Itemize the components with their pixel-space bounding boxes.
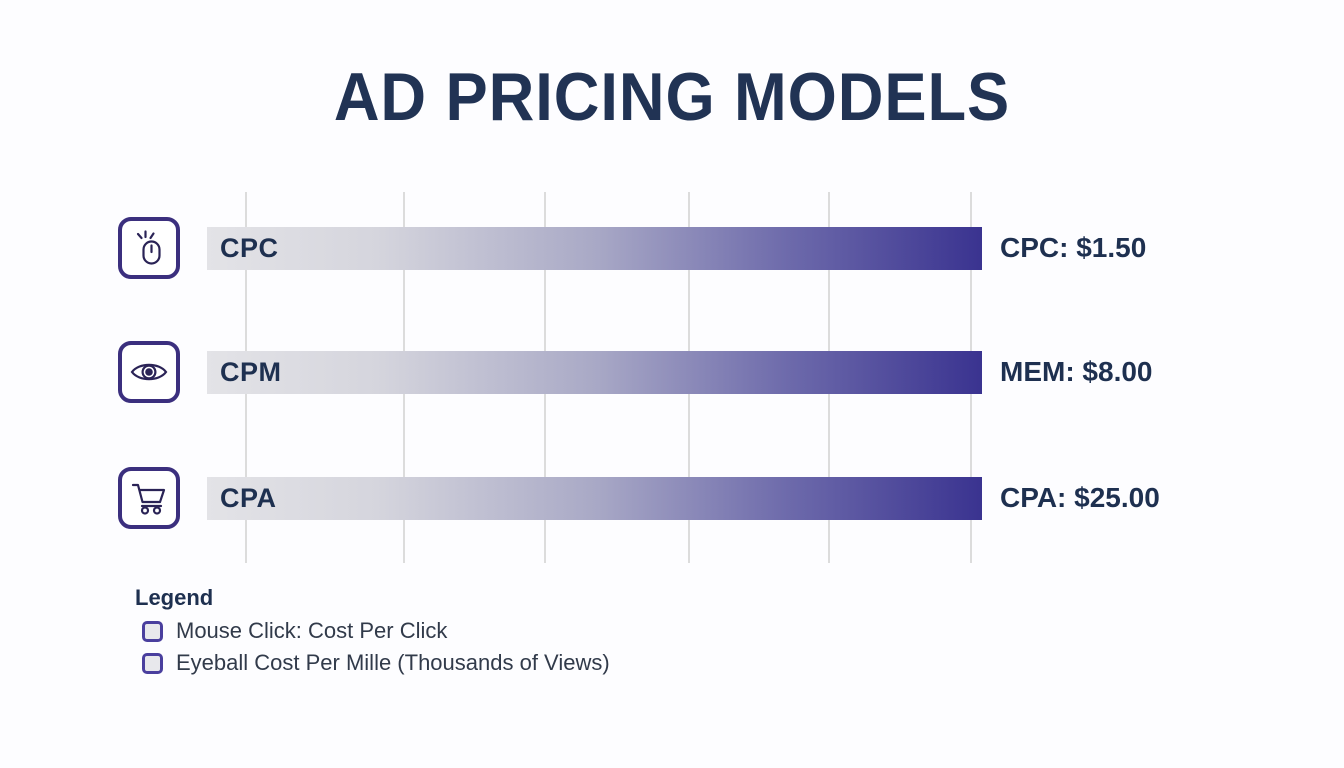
legend-item-eyeball: Eyeball Cost Per Mille (Thousands of Vie…	[142, 650, 610, 676]
bar-label-cpc: CPC	[220, 233, 279, 263]
mouse-click-icon-box	[118, 217, 180, 279]
bar-label-cpm: CPM	[220, 357, 282, 387]
eye-icon	[129, 359, 169, 385]
mouse-click-icon	[132, 229, 166, 267]
shopping-cart-icon	[130, 481, 168, 515]
chart-row-cpm: CPM MEM: $8.00	[0, 340, 1344, 404]
shopping-cart-icon-box	[118, 467, 180, 529]
bar-cpm: CPM	[207, 351, 982, 394]
chart-row-cpa: CPA CPA: $25.00	[0, 466, 1344, 530]
value-label-cpa: CPA: $25.00	[1000, 481, 1160, 513]
chart-row-cpc: CPC CPC: $1.50	[0, 216, 1344, 280]
legend-item-label: Eyeball Cost Per Mille (Thousands of Vie…	[176, 650, 610, 675]
legend: Legend Mouse Click: Cost Per Click Eyeba…	[135, 585, 610, 676]
legend-item-mouse-click: Mouse Click: Cost Per Click	[142, 618, 610, 644]
legend-swatch-icon	[142, 620, 163, 642]
legend-swatch-icon	[142, 652, 163, 674]
page-title: AD PRICING MODELS	[333, 59, 1011, 135]
bar-label-cpa: CPA	[220, 483, 277, 513]
legend-title: Legend	[135, 585, 214, 610]
value-label-cpm: MEM: $8.00	[1000, 355, 1153, 387]
value-label-cpc: CPC: $1.50	[1000, 231, 1147, 263]
bar-cpa: CPA	[207, 477, 982, 520]
bar-cpc: CPC	[207, 227, 982, 270]
eye-icon-box	[118, 341, 180, 403]
legend-item-label: Mouse Click: Cost Per Click	[176, 618, 448, 643]
